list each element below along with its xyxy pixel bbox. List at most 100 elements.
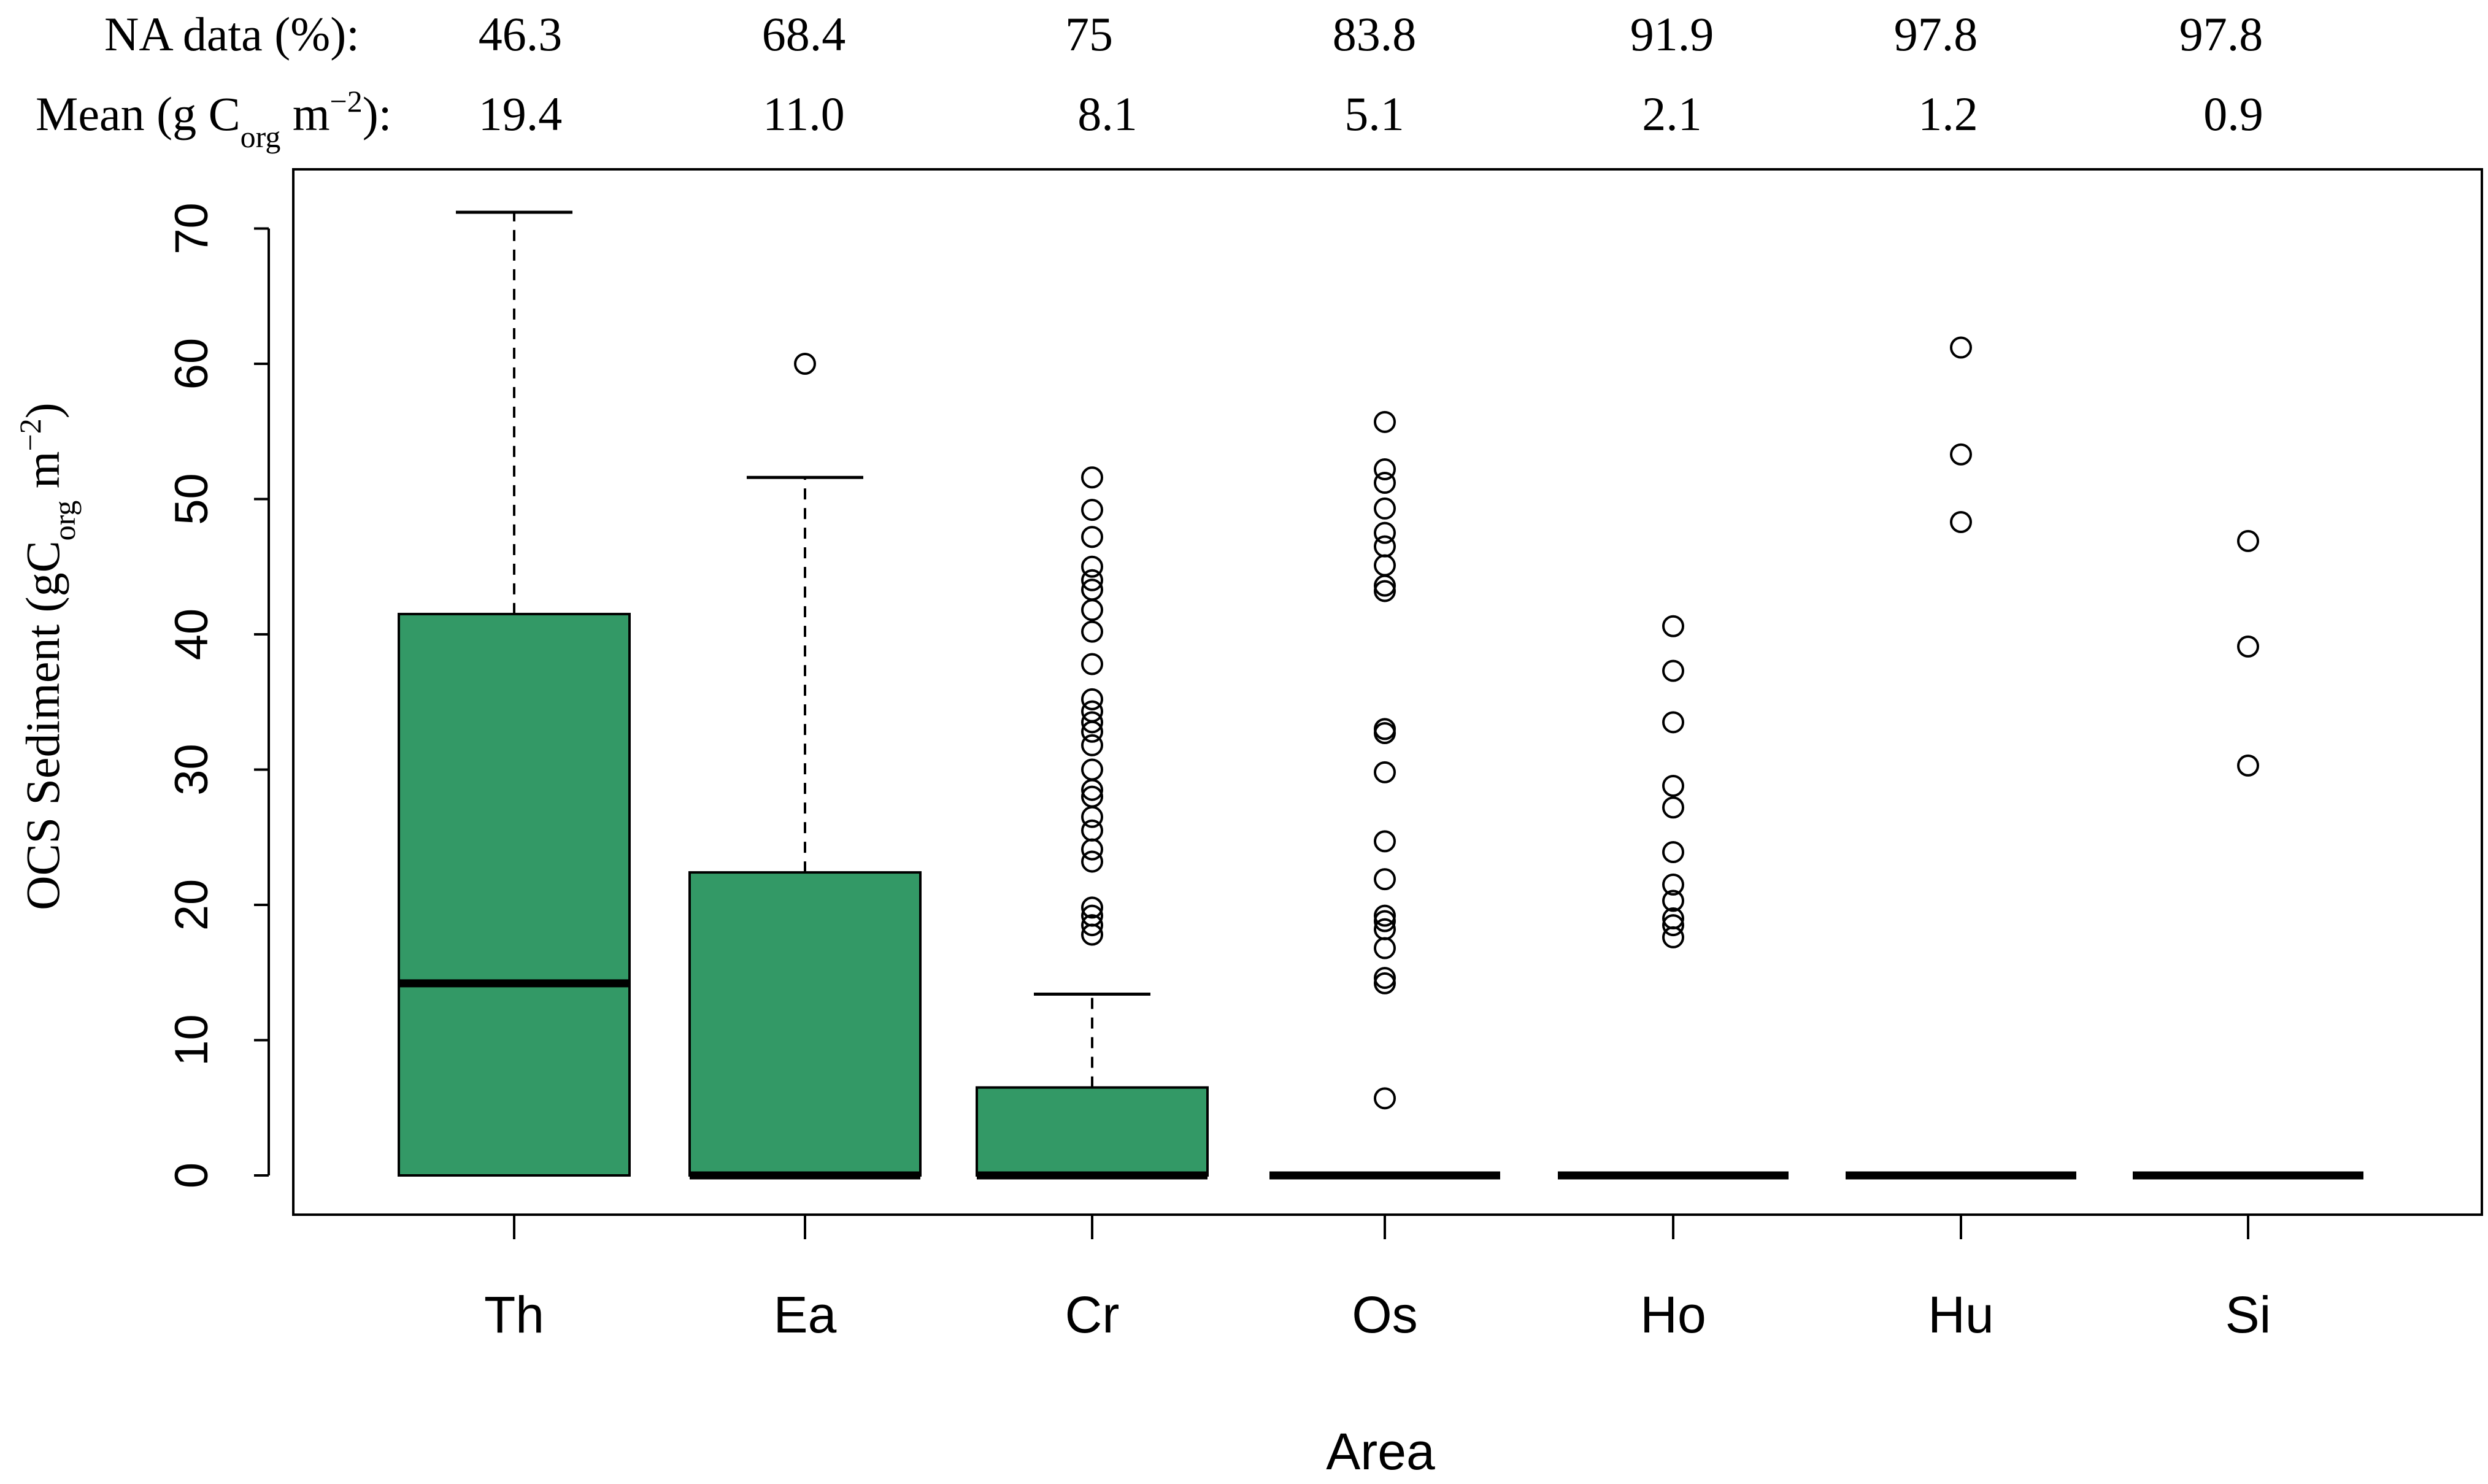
outlier-point: [1374, 718, 1396, 740]
mean-value: 1.2: [1918, 87, 1978, 140]
box-group-hu: [1846, 336, 2076, 1180]
outlier-point: [1662, 659, 1684, 682]
x-axis-label: Area: [1326, 1423, 1435, 1480]
outlier-point: [1081, 620, 1103, 643]
x-axis: Th Ea Cr Os Ho Hu Si: [484, 1215, 2271, 1344]
outlier-point: [1662, 873, 1684, 896]
x-tick-label: Hu: [1928, 1286, 1993, 1344]
outlier-point: [1374, 868, 1396, 891]
mean-value: 0.9: [2203, 87, 2263, 140]
outlier-point: [2237, 529, 2259, 552]
na-value: 91.9: [1630, 7, 1714, 61]
outlier-point: [1081, 466, 1103, 489]
outlier-point: [1374, 910, 1396, 932]
outlier-point: [794, 353, 816, 375]
mean-value: 11.0: [763, 87, 845, 140]
x-tick-label: Cr: [1065, 1286, 1120, 1344]
outlier-point: [1374, 410, 1396, 433]
x-tick-label: Os: [1352, 1286, 1417, 1344]
outlier-point: [1081, 734, 1103, 756]
outlier-point: [1081, 819, 1103, 842]
x-tick-label: Ea: [774, 1286, 837, 1344]
box-group-ea: [688, 353, 922, 1180]
outlier-point: [1374, 918, 1396, 940]
outlier-point: [1950, 443, 1972, 466]
outlier-point: [1662, 711, 1684, 734]
y-tick-label: 10: [166, 1014, 218, 1066]
outlier-point: [1374, 521, 1396, 544]
outlier-point: [1081, 688, 1103, 710]
boxes: [398, 210, 2363, 1180]
box-group-th: [398, 210, 631, 1177]
outlier-point: [1374, 580, 1396, 602]
na-value: 46.3: [479, 7, 563, 61]
outlier-point: [1374, 472, 1396, 494]
outlier-point: [1081, 526, 1103, 548]
outlier-point: [1662, 914, 1684, 937]
y-axis: 0 10 20 30 40 50 60 70: [166, 202, 270, 1188]
y-tick-label: 40: [166, 609, 218, 661]
outlier-point: [1662, 796, 1684, 819]
y-tick-label: 20: [166, 879, 218, 931]
outlier-point: [1662, 774, 1684, 797]
box-group-cr: [976, 466, 1209, 1180]
plot-frame: [292, 168, 2483, 1216]
outlier-point: [1950, 336, 1972, 359]
outlier-point: [1081, 896, 1103, 919]
outlier-point: [1662, 615, 1684, 637]
outlier-point: [1374, 904, 1396, 927]
x-tick-label: Th: [484, 1286, 544, 1344]
y-tick-label: 50: [166, 473, 218, 525]
outlier-point: [1081, 700, 1103, 723]
outlier-point: [1950, 510, 1972, 533]
mean-value: 2.1: [1642, 87, 1702, 140]
outlier-point: [1081, 850, 1103, 873]
box: [976, 1086, 1209, 1177]
outlier-point: [1662, 841, 1684, 864]
outlier-point: [1374, 761, 1396, 783]
outlier-point: [1374, 497, 1396, 520]
box-group-ho: [1558, 615, 1789, 1180]
mean-value: 8.1: [1077, 87, 1138, 140]
outlier-point: [1374, 1087, 1396, 1110]
na-value: 97.8: [1894, 7, 1978, 61]
outlier-point: [2237, 754, 2259, 777]
y-axis-label: OCS Sediment (gCorg m−2): [13, 402, 82, 910]
outlier-point: [1662, 890, 1684, 912]
outlier-point: [1374, 972, 1396, 994]
outlier-point: [1374, 967, 1396, 990]
outlier-point: [1374, 535, 1396, 558]
outlier-point: [1081, 904, 1103, 927]
outlier-point: [1081, 785, 1103, 808]
y-tick-label: 0: [166, 1163, 218, 1188]
outlier-point: [1662, 907, 1684, 930]
outlier-point: [1081, 653, 1103, 675]
box: [688, 871, 922, 1177]
outlier-point: [2237, 635, 2259, 658]
box-group-si: [2133, 529, 2363, 1180]
outlier-point: [1081, 569, 1103, 591]
y-tick-label: 70: [166, 202, 218, 255]
outlier-point: [1081, 914, 1103, 937]
x-tick-label: Si: [2225, 1286, 2271, 1344]
x-tick-label: Ho: [1640, 1286, 1706, 1344]
outlier-point: [1081, 711, 1103, 734]
na-value: 97.8: [2179, 7, 2263, 61]
outlier-point: [1081, 499, 1103, 521]
mean-value: 5.1: [1344, 87, 1404, 140]
outlier-point: [1374, 458, 1396, 480]
na-value: 83.8: [1333, 7, 1417, 61]
outlier-point: [1081, 555, 1103, 578]
outlier-point: [1081, 579, 1103, 601]
y-tick-label: 60: [166, 338, 218, 390]
mean-value: 19.4: [479, 87, 563, 140]
na-value: 75: [1065, 7, 1113, 61]
na-data-label: NA data (%):: [104, 7, 360, 61]
header-values: 46.3 68.4 75 83.8 91.9 97.8 97.8 19.4 11.0 8.1 5.1…: [479, 7, 2263, 140]
y-tick-label: 30: [166, 744, 218, 796]
box: [398, 612, 631, 1177]
box-group-os: [1269, 410, 1500, 1180]
outlier-point: [1374, 830, 1396, 853]
